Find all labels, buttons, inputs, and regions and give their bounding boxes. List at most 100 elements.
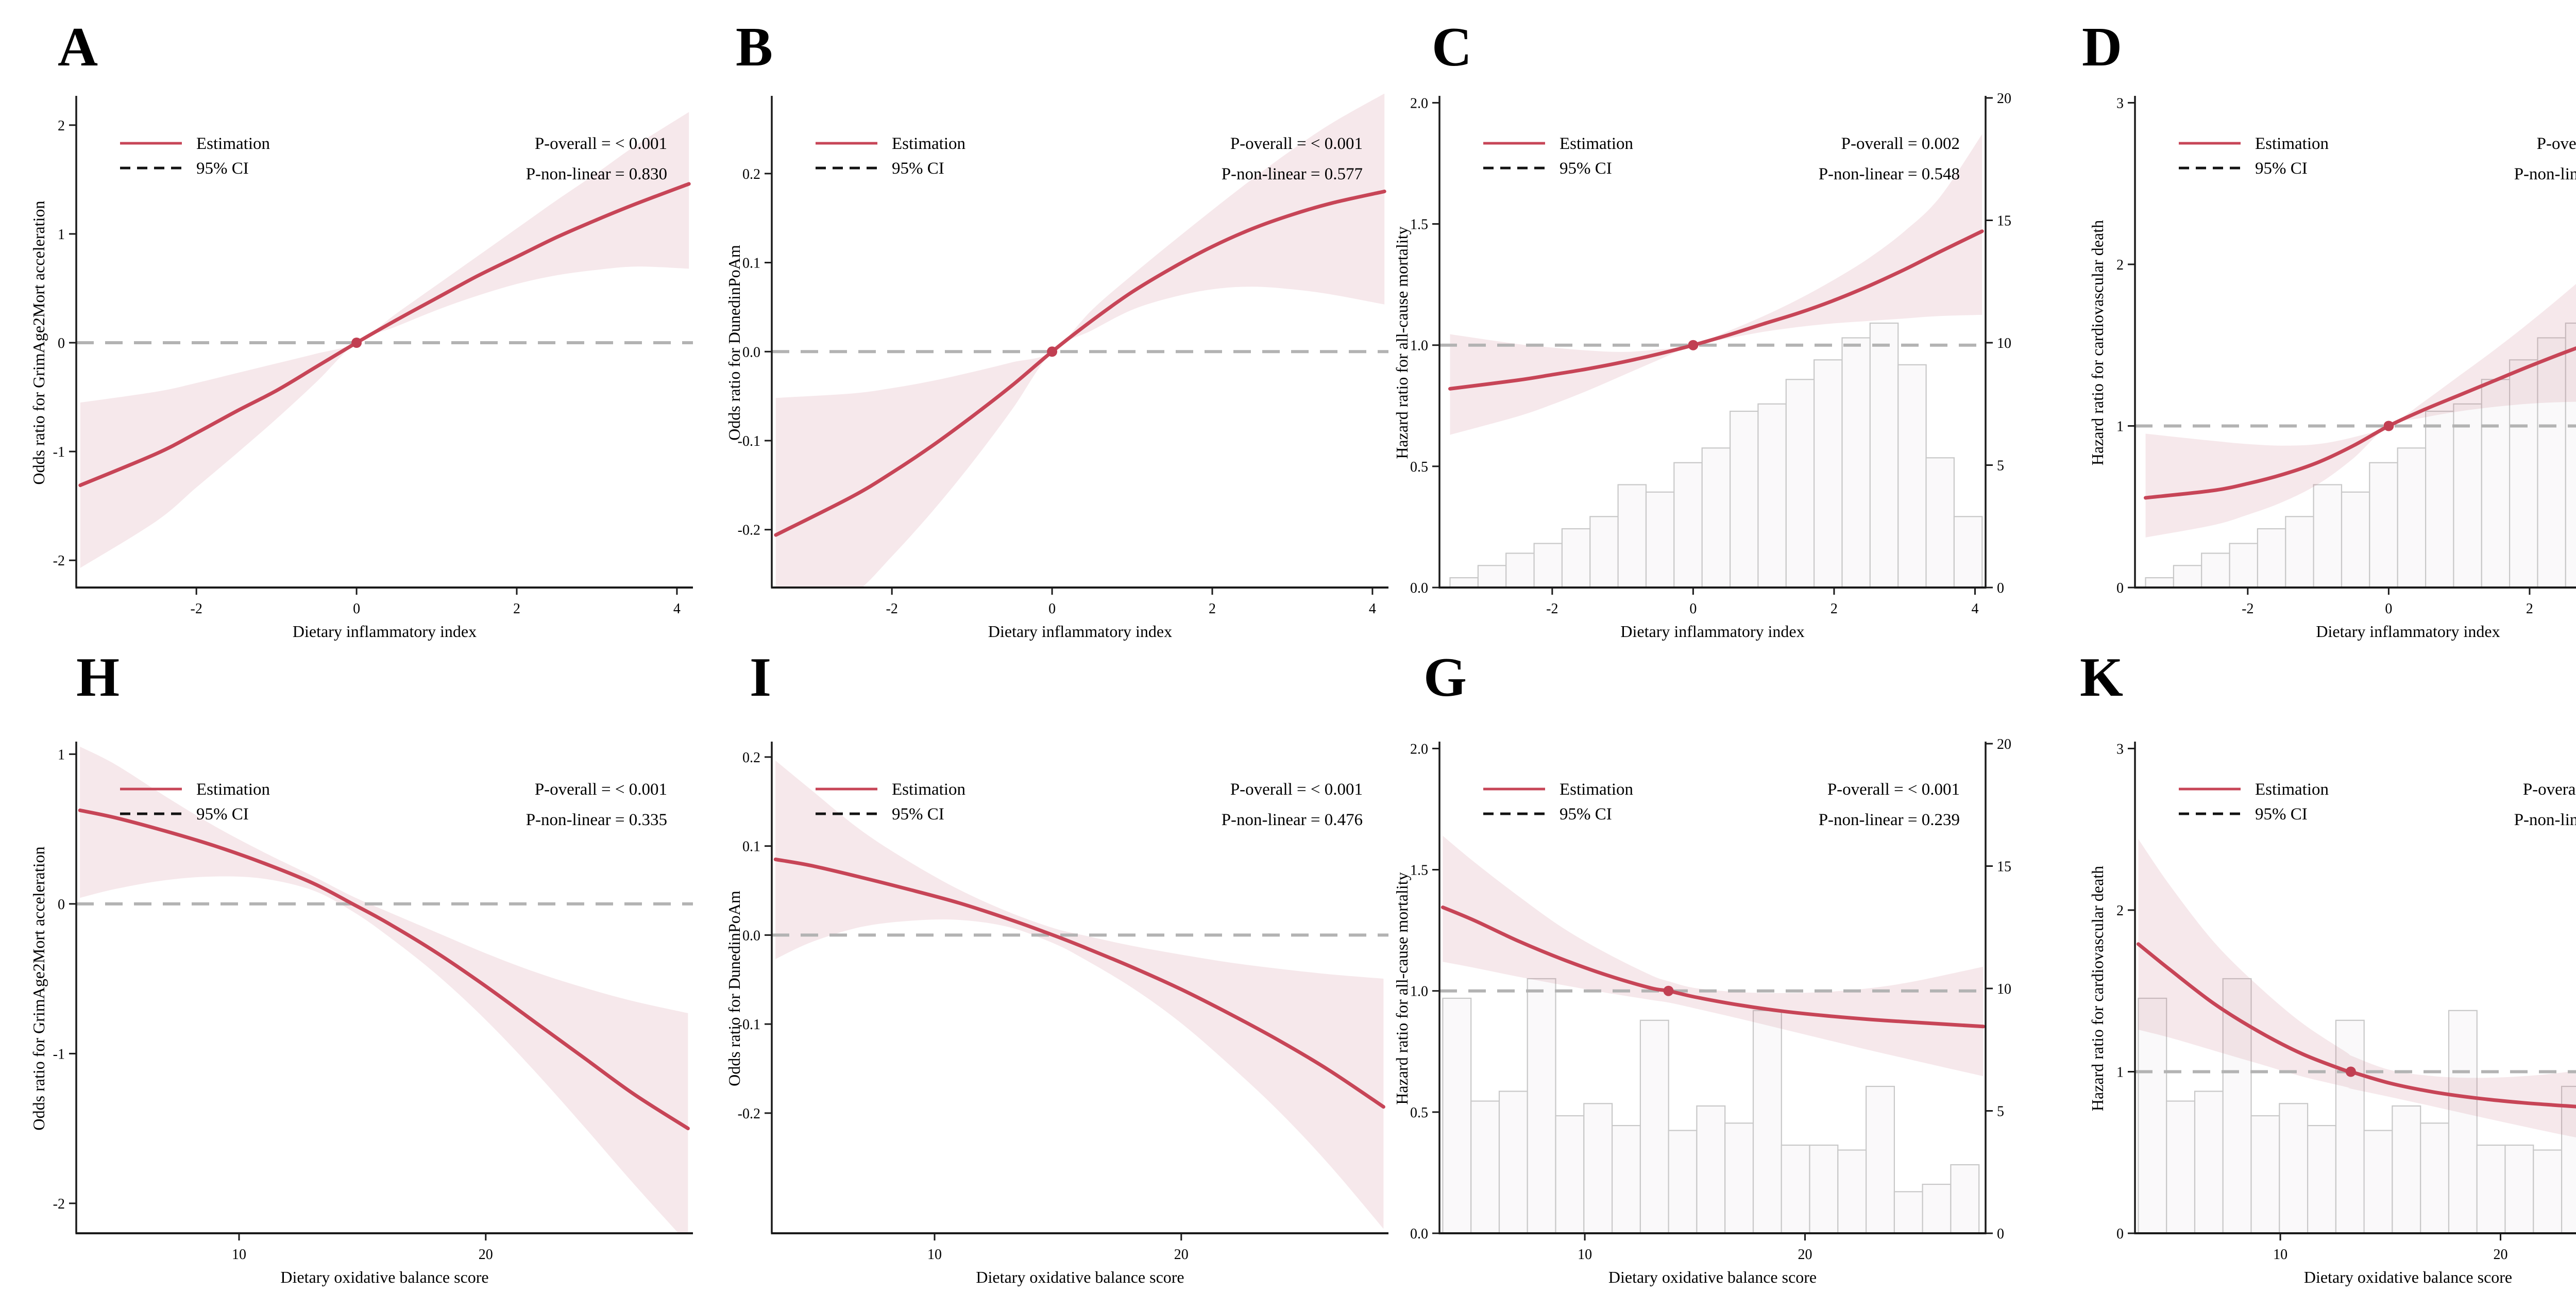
- x-tick-label: 0: [353, 601, 360, 617]
- y-tick-label: -0.1: [738, 1017, 760, 1033]
- estimation-curve: [1440, 906, 1986, 1029]
- y-axis-label: Hazard ratio for all-cause mortality: [1393, 226, 1411, 459]
- histogram-bar: [2257, 528, 2286, 588]
- histogram-bar: [1527, 978, 1556, 1233]
- x-tick-label: 20: [1174, 1247, 1189, 1263]
- x-tick-label: 20: [1798, 1247, 1812, 1263]
- x-tick-label: 2: [1209, 601, 1216, 617]
- histogram-bar: [2279, 1103, 2309, 1233]
- y-tick-label: 0.1: [742, 256, 760, 272]
- histogram-bar: [2201, 552, 2230, 588]
- y-tick-label: -0.2: [738, 523, 760, 539]
- y-axis-label: Hazard ratio for cardiovascular death: [2088, 866, 2107, 1111]
- panel-letter-I: I: [750, 647, 772, 708]
- x-tick-label: 10: [1578, 1247, 1592, 1263]
- x-tick-label: 4: [1369, 601, 1376, 617]
- histogram-bar: [1701, 447, 1731, 588]
- legend-estimation-label: Estimation: [1560, 135, 1633, 153]
- y-axis-label: Odds ratio for DunedinPoAm: [725, 891, 743, 1086]
- p-overall-text: P-overall = < 0.001: [1230, 135, 1363, 153]
- histogram-bar: [2341, 491, 2370, 588]
- histogram-bar: [2533, 1149, 2563, 1233]
- y-tick-label: -0.2: [738, 1106, 760, 1122]
- histogram-bar: [1869, 322, 1899, 588]
- histogram-bar: [1841, 337, 1871, 588]
- ci-band: [2138, 839, 2576, 1137]
- histogram-bar: [1477, 565, 1507, 588]
- y-tick-label: 0: [2116, 1226, 2124, 1242]
- estimation-curve: [1448, 229, 1984, 391]
- x-tick-label: 10: [927, 1247, 942, 1263]
- histogram-bar: [1555, 1115, 1585, 1233]
- p-nonlinear-text: P-non-linear = 0.239: [1819, 811, 1960, 829]
- y-axis-label: Odds ratio for GrimAge2Mort acceleration: [29, 847, 48, 1131]
- histogram-bar: [2173, 565, 2202, 588]
- histogram-bar: [1645, 491, 1675, 588]
- y-tick-label: 1.5: [1410, 217, 1428, 233]
- y-tick-label: 2.0: [1410, 741, 1428, 757]
- legend-estimation-label: Estimation: [892, 780, 965, 799]
- x-axis-label: Dietary inflammatory index: [1620, 622, 1804, 641]
- y-tick-label: 3: [2116, 741, 2124, 757]
- legend-estimation-label: Estimation: [892, 135, 965, 153]
- histogram-bar: [1925, 457, 1955, 588]
- p-nonlinear-text: P-non-linear = 0.476: [1222, 811, 1363, 829]
- histogram-bar: [1533, 543, 1563, 588]
- histogram-bar: [1893, 1191, 1923, 1233]
- histogram-bar: [2453, 403, 2482, 588]
- x-tick-label: 10: [232, 1247, 246, 1263]
- histogram-bar: [1785, 379, 1815, 588]
- legend-ci-label: 95% CI: [196, 805, 249, 824]
- histogram-bar: [1781, 1144, 1810, 1233]
- y-tick-label: 1: [58, 747, 65, 763]
- x-axis-label: Dietary inflammatory index: [293, 622, 477, 641]
- panel-letter-H: H: [76, 647, 120, 708]
- panel-B: B 0.2 0.1 0.0 -0.1 -0.2 -2 0 2 4 Dietary inflammat…: [696, 0, 1391, 645]
- histogram-bar: [2194, 1091, 2224, 1233]
- histogram-bar: [2481, 379, 2511, 588]
- legend-estimation-label: Estimation: [196, 135, 270, 153]
- legend-ci-label: 95% CI: [1560, 805, 1612, 824]
- y-tick-label: -2: [53, 553, 65, 569]
- panel-letter-A: A: [58, 16, 98, 78]
- histogram-bar: [1696, 1105, 1726, 1233]
- panel-letter-D: D: [2082, 16, 2122, 78]
- histogram-bar: [1757, 403, 1787, 588]
- panel-plot-C: 2.0 1.5 1.0 0.5 0.0 20 15 10 5 0 -2 0 2 4 Dietary infl…: [1393, 91, 2011, 641]
- y-tick-label: 1: [2116, 1064, 2124, 1080]
- panel-plot-G: 2.0 1.5 1.0 0.5 0.0 20 15 10 5 0 10 20 Dietary oxida…: [1393, 736, 2011, 1286]
- legend-estimation-label: Estimation: [196, 780, 270, 799]
- y-tick-label: 0.2: [742, 166, 760, 182]
- histogram-bar: [1498, 1091, 1528, 1233]
- panel-letter-K: K: [2080, 647, 2124, 708]
- right-tick-label: 5: [1997, 458, 2004, 474]
- y-tick-label: 0.2: [742, 750, 760, 766]
- estimation-curve: [78, 182, 691, 488]
- histogram-bar: [2363, 1130, 2393, 1233]
- reference-dot: [2345, 1066, 2356, 1077]
- p-overall-text: P-overall = < 0.001: [535, 135, 667, 153]
- histogram-bar: [1673, 462, 1703, 588]
- legend-ci-label: 95% CI: [1560, 159, 1612, 178]
- panel-C: C 2.0 1.5 1.0 0.5 0.0 20 15 10 5 0 -2 0 2 4 Dietary inf…: [1391, 0, 2086, 645]
- x-tick-label: 4: [1971, 601, 1978, 617]
- panel-letter-C: C: [1432, 16, 1472, 78]
- legend-estimation-label: Estimation: [1560, 780, 1633, 799]
- legend-estimation-label: Estimation: [2255, 135, 2329, 153]
- y-tick-label: 1.0: [1410, 338, 1428, 354]
- y-tick-label: -0.1: [738, 433, 760, 449]
- x-tick-label: 0: [1689, 601, 1697, 617]
- x-axis-label: Dietary oxidative balance score: [976, 1268, 1184, 1286]
- histogram-bar: [2397, 447, 2427, 588]
- x-tick-label: 10: [2273, 1247, 2287, 1263]
- histogram-bar: [2392, 1105, 2421, 1233]
- panel-letter-B: B: [736, 16, 773, 78]
- y-tick-label: 0: [58, 336, 65, 351]
- y-tick-label: -1: [53, 1046, 65, 1062]
- p-nonlinear-text: P-non-linear = 0.548: [1819, 165, 1960, 183]
- histogram-bar: [1561, 528, 1591, 588]
- p-nonlinear-text: P-non-linear = 0.577: [2514, 165, 2576, 183]
- ci-band: [775, 760, 1384, 1229]
